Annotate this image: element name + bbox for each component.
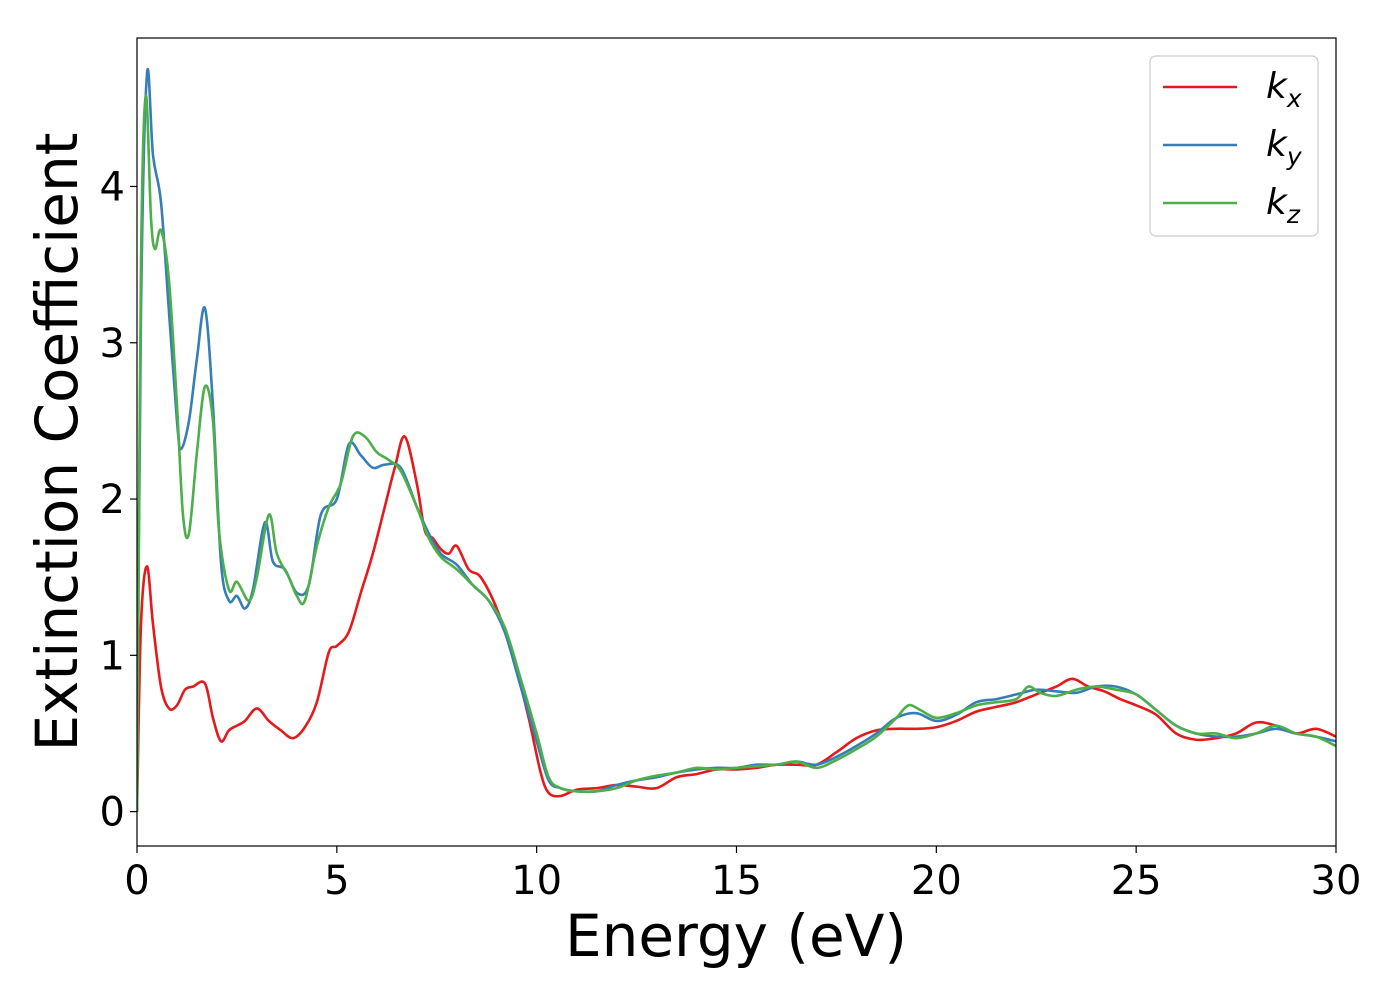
legend-label-k-y: ky <box>1266 124 1303 171</box>
x-axis-ticks: 0 5 10 15 20 25 30 <box>124 846 1361 904</box>
x-tick-label: 5 <box>324 858 349 904</box>
x-tick-label: 30 <box>1311 858 1362 904</box>
x-tick-label: 20 <box>911 858 962 904</box>
y-tick-label: 3 <box>100 321 125 367</box>
x-tick-label: 10 <box>511 858 562 904</box>
y-axis-ticks: 0 1 2 3 4 <box>100 164 137 836</box>
legend: kx ky kz <box>1149 55 1319 237</box>
y-tick-label: 2 <box>100 477 125 523</box>
y-tick-label: 1 <box>100 633 125 679</box>
series-layer <box>137 68 1336 812</box>
legend-label-k-z: kz <box>1266 182 1301 229</box>
series-line-k-y <box>137 68 1336 812</box>
legend-label-k-x: kx <box>1266 66 1302 113</box>
y-tick-label: 0 <box>100 790 125 836</box>
series-line-k-z <box>137 94 1336 812</box>
y-tick-label: 4 <box>100 164 125 210</box>
series-line-k-x <box>137 435 1336 812</box>
x-tick-label: 15 <box>711 858 762 904</box>
y-axis-title: Extinction Coefficient <box>23 133 91 752</box>
x-axis-title: Energy (eV) <box>565 902 907 970</box>
x-tick-label: 25 <box>1111 858 1162 904</box>
x-tick-label: 0 <box>124 858 149 904</box>
